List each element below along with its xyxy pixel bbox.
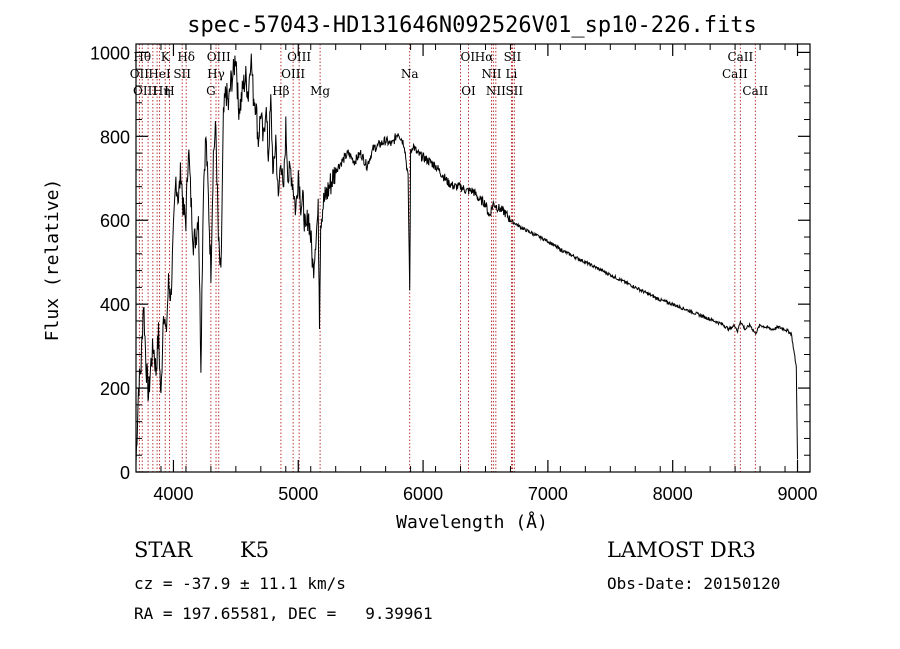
- line-label-9: OII: [130, 67, 150, 81]
- y-axis-label: Flux (relative): [42, 179, 63, 342]
- x-axis-label: Wavelength (Å): [396, 511, 548, 533]
- data-release: LAMOST DR3: [607, 538, 756, 562]
- line-label-25: NII: [486, 84, 506, 98]
- line-label-8: CaII: [727, 50, 753, 64]
- y-tick-label-5: 1000: [90, 43, 130, 63]
- y-tick-label-4: 800: [100, 127, 130, 147]
- chart-title: spec-57043-HD131646N092526V01_sp10-226.f…: [187, 13, 757, 38]
- object-subclass: K5: [240, 538, 270, 562]
- line-label-19: Hη: [153, 84, 171, 98]
- line-label-18: OIII: [133, 84, 157, 98]
- x-tick-label-0: 4000: [153, 484, 193, 504]
- line-label-1: K: [161, 50, 171, 64]
- line-label-26: SII: [505, 84, 523, 98]
- line-label-21: G: [206, 84, 216, 98]
- line-label-0: Hθ: [133, 50, 151, 64]
- x-tick-label-3: 7000: [528, 484, 568, 504]
- object-class: STAR: [134, 538, 193, 562]
- line-label-27: CaII: [742, 84, 768, 98]
- line-label-6: Hα: [475, 50, 494, 64]
- x-tick-label-5: 9000: [777, 484, 817, 504]
- spectrum-line: [135, 53, 798, 464]
- line-label-15: NII: [481, 67, 501, 81]
- redshift-velocity: cz = -37.9 ± 11.1 km/s: [134, 574, 346, 593]
- line-label-24: OI: [461, 84, 476, 98]
- line-label-3: OIII: [207, 50, 231, 64]
- line-label-17: CaII: [722, 67, 748, 81]
- x-tick-label-4: 8000: [653, 484, 693, 504]
- line-label-20: H: [164, 84, 174, 98]
- y-tick-label-3: 600: [100, 211, 130, 231]
- coordinates: RA = 197.65581, DEC = 9.39961: [134, 604, 433, 623]
- line-label-11: SII: [173, 67, 191, 81]
- axis-ticks: 4000 5000 6000 7000 8000 9000 0 200 400 600 800 100…: [90, 43, 818, 504]
- x-tick-label-2: 6000: [403, 484, 443, 504]
- line-label-10: HeI: [148, 67, 171, 81]
- x-tick-label-1: 5000: [278, 484, 318, 504]
- y-tick-label-2: 400: [100, 295, 130, 315]
- observation-date: Obs-Date: 20150120: [607, 574, 781, 593]
- line-label-4: OIII: [287, 50, 311, 64]
- line-label-16: Li: [506, 67, 518, 81]
- line-label-22: Hβ: [272, 84, 289, 98]
- line-label-13: OIII: [281, 67, 305, 81]
- spectral-line-markers: [138, 44, 756, 472]
- line-label-5: OI: [461, 50, 476, 64]
- y-tick-label-1: 200: [100, 379, 130, 399]
- y-tick-label-0: 0: [120, 463, 130, 483]
- line-label-7: SII: [504, 50, 522, 64]
- plot-frame: [135, 43, 811, 473]
- line-label-2: Hδ: [177, 50, 195, 64]
- line-label-12: Hγ: [207, 67, 225, 81]
- line-label-23: Mg: [310, 84, 330, 98]
- line-label-14: Na: [401, 67, 419, 81]
